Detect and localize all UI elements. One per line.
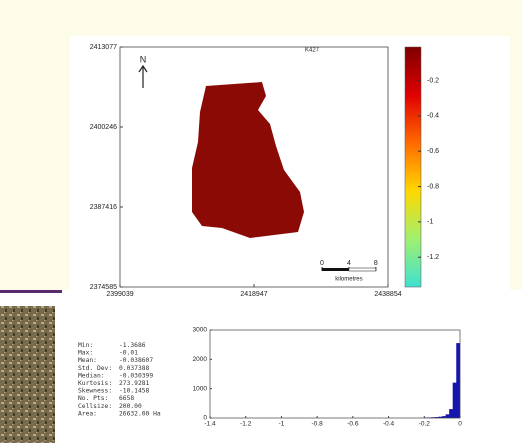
colorbar	[404, 46, 422, 288]
stat-value: -10.1458	[119, 388, 150, 395]
north-arrow	[138, 64, 148, 88]
y-tick-label: 2000	[193, 356, 208, 363]
stat-value: -0.030399	[119, 372, 153, 379]
x-tick-label: -0.2	[419, 421, 431, 428]
stat-label: Mean:	[78, 357, 97, 364]
hist-frame	[209, 329, 461, 419]
stat-value: 0.037388	[119, 365, 150, 372]
x-tick-label: 2399039	[106, 291, 133, 298]
stat-value: 26632.00 Ha	[119, 410, 161, 417]
map-panel	[70, 36, 510, 304]
y-tick-label: 2387416	[90, 204, 117, 211]
x-tick-label: 0	[458, 421, 462, 428]
hist-bar	[445, 414, 450, 419]
stat-label: Area:	[78, 410, 97, 417]
lake-extent	[192, 82, 304, 238]
x-tick-label: 2438854	[374, 291, 401, 298]
stat-value: -0.01	[119, 350, 138, 357]
stat-label: Min:	[78, 342, 93, 349]
hist-bar	[456, 343, 461, 419]
stat-label: Max:	[78, 350, 93, 357]
y-tick-label: 0	[203, 415, 207, 422]
stat-label: Cellsize:	[78, 403, 112, 410]
x-tick-label: -1	[279, 421, 285, 428]
x-tick-label: -1.2	[240, 421, 252, 428]
x-tick-label: -0.6	[347, 421, 359, 428]
scale-label: 8	[374, 260, 378, 267]
y-tick-label: 2413077	[90, 44, 117, 51]
scale-label: 0	[320, 260, 324, 267]
stat-value: 273.9281	[119, 380, 150, 387]
y-tick-label: 2400246	[90, 124, 117, 131]
colorbar-label: -0.6	[427, 148, 439, 155]
divider	[0, 290, 62, 293]
stat-value: -0.038607	[119, 357, 153, 364]
x-tick-label: -0.4	[383, 421, 395, 428]
stat-label: Skewness:	[78, 388, 112, 395]
colorbar-label: -0.8	[427, 183, 439, 190]
x-tick-label: -0.8	[312, 421, 324, 428]
x-tick-label: -1.4	[204, 421, 216, 428]
colorbar-label: -1.2	[427, 254, 439, 261]
colorbar-label: -0.4	[427, 113, 439, 120]
stat-value: -1.3686	[119, 342, 146, 349]
x-tick-label: 2418947	[240, 291, 267, 298]
hist-bar	[449, 409, 453, 419]
aerial-photo	[0, 306, 55, 443]
y-tick-label: 3000	[193, 327, 208, 334]
y-tick-label: 2374585	[90, 284, 117, 291]
scale-unit: kilometres	[335, 277, 362, 283]
stat-value: 200.00	[119, 403, 142, 410]
hist-bar	[452, 382, 457, 419]
stat-label: Kurtosis:	[78, 380, 112, 387]
stat-label: No. Pts:	[78, 395, 108, 402]
colorbar-label: -1	[427, 219, 433, 226]
scale-bar	[348, 267, 377, 272]
stat-value: 6658	[119, 395, 134, 402]
colorbar-label: -0.2	[427, 77, 439, 84]
y-tick-label: 1000	[193, 385, 208, 392]
north-label: N	[140, 54, 147, 64]
stat-label: Std. Dev:	[78, 365, 112, 372]
stat-label: Median:	[78, 372, 105, 379]
corner-label: K427	[305, 48, 320, 54]
scale-label: 4	[347, 260, 351, 267]
hist-panel	[70, 318, 510, 440]
scale-bar	[322, 268, 349, 271]
